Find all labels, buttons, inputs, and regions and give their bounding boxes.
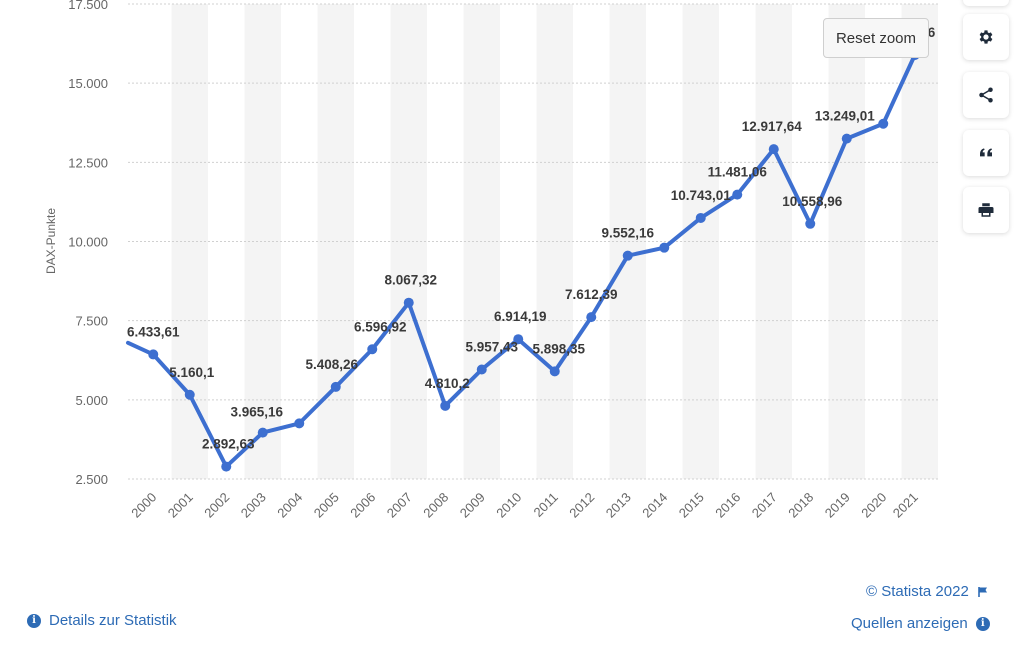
data-label: 12.917,64 [742, 119, 803, 134]
y-tick-label: 7.500 [75, 314, 108, 329]
x-tick-label: 2021 [890, 490, 921, 521]
data-point [221, 461, 232, 472]
data-point [440, 400, 451, 411]
data-point [768, 144, 779, 155]
copyright-text: © Statista 2022 [866, 583, 969, 600]
flag-icon [977, 586, 987, 597]
sources-text: Quellen anzeigen [851, 615, 968, 632]
reset-zoom-button[interactable]: Reset zoom [823, 18, 929, 58]
cite-button[interactable] [963, 130, 1009, 176]
y-tick-label: 5.000 [75, 393, 108, 408]
y-tick-label: 10.000 [68, 235, 108, 250]
x-tick-label: 2010 [493, 490, 524, 521]
gear-icon [979, 30, 993, 44]
y-tick-label: 12.500 [68, 155, 108, 170]
x-tick-label: 2017 [749, 490, 780, 521]
y-tick-label: 17.500 [68, 0, 108, 12]
sources-link[interactable]: Quellen anzeigen i [851, 615, 990, 632]
data-label: 10.558,96 [782, 194, 843, 209]
data-point [294, 418, 305, 429]
data-point [878, 118, 889, 129]
data-point [805, 218, 816, 229]
toolbar-top-button[interactable] [963, 0, 1009, 6]
share-button[interactable] [963, 72, 1009, 118]
x-tick-label: 2014 [639, 490, 670, 521]
y-axis-label: DAX-Punkte [44, 208, 58, 274]
data-label: 11.481,06 [708, 165, 768, 180]
details-link[interactable]: i Details zur Statistik [27, 612, 177, 629]
data-label: 5.408,26 [305, 357, 358, 372]
x-tick-label: 2007 [384, 490, 415, 521]
data-point [732, 189, 743, 200]
x-tick-label: 2001 [165, 490, 196, 521]
data-label: 3.965,16 [230, 405, 283, 420]
data-label: 13.249,01 [815, 109, 876, 124]
x-tick-label: 2011 [530, 490, 560, 520]
data-label: 9.552,16 [601, 226, 654, 241]
band-stripe [609, 4, 646, 479]
band-stripe [901, 4, 938, 479]
x-tick-label: 2003 [238, 490, 269, 521]
chart-area: 2.500 5.000 7.500 10.000 12.500 15.000 17.500 D… [44, 0, 938, 521]
data-point [586, 312, 597, 323]
data-label: 8.067,32 [384, 273, 437, 288]
band-stripe [536, 4, 573, 479]
x-tick-label: 2008 [420, 490, 451, 521]
x-tick-label: 2012 [566, 490, 597, 521]
line-chart: 2.500 5.000 7.500 10.000 12.500 15.000 17.500 D… [44, 0, 938, 521]
x-tick-label: 2019 [822, 490, 853, 521]
data-label: 5.160,1 [169, 365, 215, 380]
x-tick-label: 2009 [457, 490, 488, 521]
y-tick-label: 15.000 [68, 76, 108, 91]
data-label: 2.892,63 [202, 437, 255, 452]
data-label: 6.433,61 [127, 324, 180, 339]
band-stripe [244, 4, 281, 479]
data-point [330, 381, 341, 392]
data-point [403, 297, 414, 308]
share-icon [979, 87, 993, 103]
data-point [549, 366, 560, 377]
data-label: 5.898,35 [532, 341, 585, 356]
data-point [476, 364, 487, 375]
copyright-link[interactable]: © Statista 2022 [866, 583, 989, 600]
data-point [257, 427, 268, 438]
data-label: 10.743,01 [671, 188, 732, 203]
data-label: 6.596,92 [354, 319, 407, 334]
x-tick-label: 2002 [201, 490, 232, 521]
data-label: 6.914,19 [494, 309, 547, 324]
settings-button[interactable] [963, 14, 1009, 60]
details-text: Details zur Statistik [49, 612, 177, 629]
data-point [513, 334, 524, 345]
data-point [695, 212, 706, 223]
data-label: 4.810,2 [425, 376, 470, 391]
quote-icon [980, 148, 992, 157]
data-point [148, 349, 159, 360]
data-point [622, 250, 633, 261]
band-stripe [828, 4, 865, 479]
info-icon: i [975, 616, 990, 631]
data-point [841, 133, 852, 144]
print-icon [978, 203, 994, 217]
x-tick-label: 2016 [712, 490, 743, 521]
data-point [367, 344, 378, 355]
x-tick-label: 2018 [785, 490, 816, 521]
data-label: 5.957,43 [465, 340, 518, 355]
data-point [184, 389, 195, 400]
print-button[interactable] [963, 187, 1009, 233]
info-icon: i [27, 613, 41, 628]
x-tick-label: 2020 [858, 490, 889, 521]
x-tick-label: 2000 [128, 490, 159, 521]
x-tick-label: 2013 [603, 490, 634, 521]
data-point [659, 242, 670, 253]
x-tick-label: 2005 [311, 490, 342, 521]
data-label: 7.612,39 [565, 287, 618, 302]
x-tick-label: 2004 [274, 490, 305, 521]
y-tick-label: 2.500 [75, 472, 108, 487]
x-tick-label: 2015 [676, 490, 707, 521]
x-tick-label: 2006 [347, 490, 378, 521]
